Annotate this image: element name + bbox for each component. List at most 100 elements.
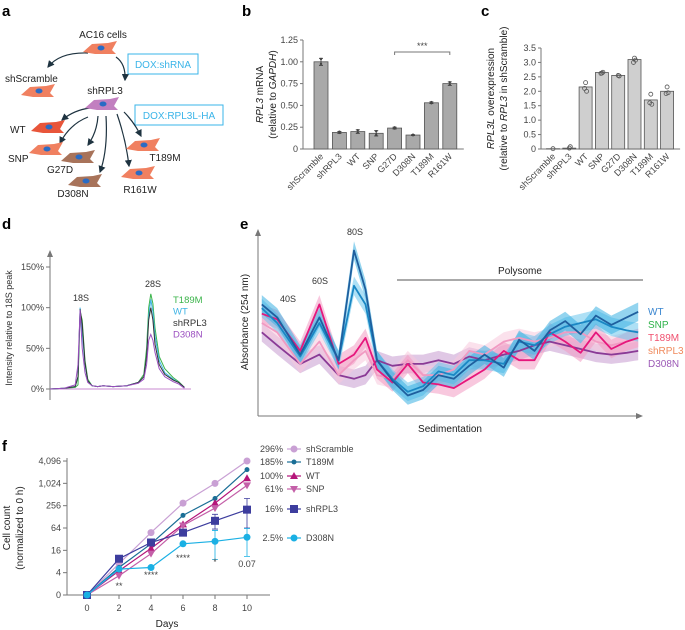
data-point [616,73,622,79]
significance-label: 0.07 [238,559,256,569]
data-point [319,57,323,61]
data-point [448,83,451,86]
significance-label: **** [144,570,159,580]
bar-G27D [387,127,403,150]
y-tick-label: 0.25 [280,122,298,132]
cell-nucleus [45,124,53,130]
panel-label-a: a [2,3,11,20]
legend-T189M: T189M [648,333,679,344]
y-label-italic: RPL3L [486,119,497,150]
bar-SNP [595,72,609,150]
cell-nucleus [82,178,90,184]
line-chart-e: Sedimentation Absorbance (254 nm) 40S 60S 80… [240,227,684,435]
significance-label: **** [176,553,191,563]
data-point [375,133,378,137]
x-axis-arrow-icon [636,413,643,419]
y-axis-label: Intensity relative to 18S peak [4,270,14,386]
series-line [86,484,248,596]
series-shRPL3 [83,498,251,599]
y-axis-label: RPL3 mRNA [255,66,266,124]
series-SNP [83,482,251,599]
legend-SNP: SNP [648,320,669,331]
legend-D308N: D308N [648,359,679,370]
panel-label-d: d [2,216,11,233]
bar-shRPL3 [331,132,347,150]
bar-R161W [442,83,458,150]
marker-circle [243,533,251,541]
marker-dot [244,467,250,473]
data-point [598,70,604,76]
legend-percent: 296% [260,444,283,454]
legend-WT: WT [173,307,188,318]
y-tick-label: 0% [31,384,44,394]
bar-shScramble [313,61,329,150]
peak-label-40S: 40S [280,294,296,304]
arrow-icon [87,115,99,146]
line-chart-d: 0% 50% 100% 150% Intensity relative to 18S p… [4,250,207,400]
legend-D308N: D308N [173,330,203,341]
x-tick-label: 0 [84,603,89,613]
marker-square [147,538,155,547]
marker-triangle-down [243,482,251,490]
variant-label-d308n: D308N [57,189,88,200]
bar-D308N [405,134,421,150]
schematic-panel: AC16 cells DOX:shRNA DOX:RPL3L-HA shScra… [5,30,224,200]
cell-nucleus [97,45,105,51]
x-tick-label: WT [345,151,362,168]
y-label-italic: RPL3 [255,98,266,123]
data-point [582,86,587,91]
error-band-T189M [261,295,639,398]
legend-label: SNP [306,484,325,494]
y-axis-label: Cell count [2,506,13,551]
cell-icon-shrpl3 [85,97,119,110]
data-point [393,127,396,130]
dox-rpl3l-box [134,104,224,126]
y-label-text: (relative to [268,89,279,138]
arrow-icon [47,52,89,68]
marker-triangle-down [115,572,123,580]
data-point [550,146,556,152]
y-tick-label: 0.5 [523,130,536,140]
y-tick-label: 1,024 [38,478,61,488]
x-tick-label: 4 [148,603,153,613]
y-tick-label: 0 [293,144,298,154]
x-tick-label: 10 [242,603,252,613]
panel-label-e: e [240,216,248,233]
panel-label-c: c [481,3,489,20]
marker-triangle [211,499,219,507]
variant-label-snp: SNP [8,154,29,165]
marker-triangle-down [211,505,219,513]
marker-dot [180,512,186,518]
marker-triangle [147,544,155,552]
marker-circle [83,591,91,599]
marker-triangle-down [290,486,298,493]
bar-WT [578,86,593,150]
marker-circle [290,534,298,542]
marker-circle [147,564,155,572]
legend-T189M: T189M [173,295,203,306]
marker-dot [212,495,218,501]
marker-square [211,516,219,525]
cell-nucleus [140,142,148,148]
series-line-T189M [49,293,185,390]
cell-icon-shscramble [21,84,55,97]
x-axis-label: Sedimentation [418,424,482,435]
y-label-text: ) [268,50,279,53]
marker-circle [243,457,251,465]
y-tick-label: 150% [21,262,44,272]
y-tick-label: 2.0 [523,86,536,96]
variant-label-g27d: G27D [47,165,73,176]
y-tick-label: 16 [51,545,61,555]
y-tick-label: 256 [46,501,61,511]
y-axis-arrow-icon [255,229,261,236]
marker-triangle [243,474,251,482]
data-point [583,80,588,86]
series-D308N [83,528,251,599]
dox-rpl3l-label: DOX:RPL3L-HA [143,111,216,122]
legend-WT: WT [648,307,664,318]
y-tick-label: 4,096 [38,456,61,466]
arrow-icon [61,107,91,121]
bar-D308N [627,59,642,150]
